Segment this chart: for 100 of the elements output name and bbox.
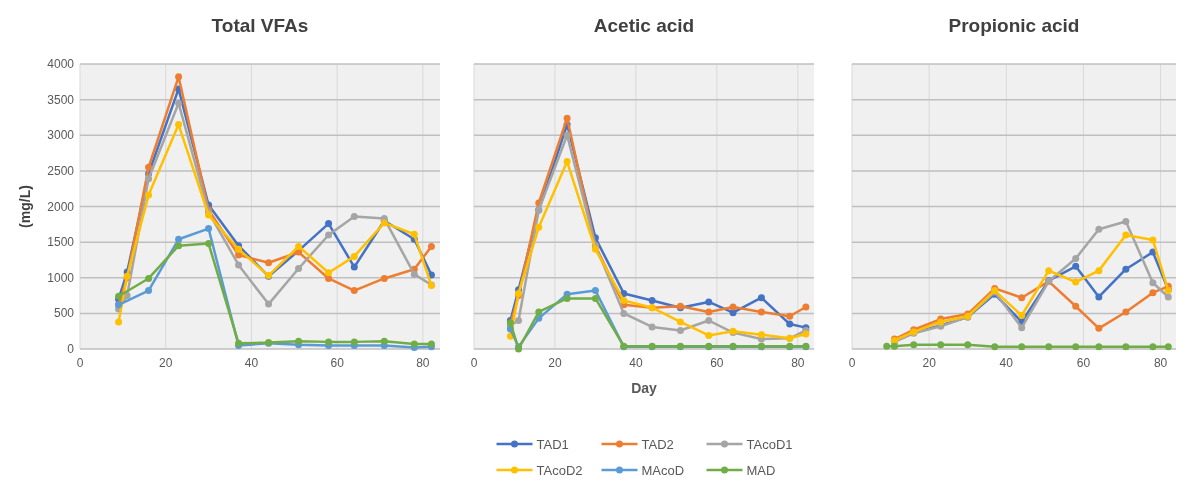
point: [295, 242, 303, 250]
point: [325, 274, 333, 282]
point: [1164, 343, 1172, 351]
point: [648, 323, 656, 331]
point: [1122, 308, 1130, 316]
x-tick-label: 20: [922, 356, 937, 370]
y-tick-label: 2500: [47, 163, 75, 178]
point: [380, 274, 388, 282]
point: [175, 73, 183, 81]
point: [145, 287, 153, 295]
x-tick-label: 40: [629, 356, 643, 370]
point: [1045, 267, 1053, 275]
x-tick-label: 60: [330, 356, 345, 370]
point: [175, 99, 183, 107]
point: [705, 298, 713, 306]
x-tick-label: 20: [159, 356, 173, 370]
point: [802, 303, 810, 311]
point: [350, 287, 358, 295]
point: [380, 337, 388, 345]
legend-label: TAcoD2: [536, 463, 583, 478]
point: [937, 341, 945, 349]
point: [145, 191, 153, 199]
point: [175, 242, 183, 250]
point: [563, 158, 571, 166]
point: [205, 240, 213, 248]
y-tick-label: 1500: [47, 235, 75, 250]
point: [350, 212, 358, 220]
point: [295, 337, 303, 345]
point: [757, 308, 765, 316]
y-axis-title: (mg/L): [17, 185, 33, 228]
x-tick-label: 80: [791, 356, 805, 370]
legend-label: TAcoD1: [746, 437, 793, 452]
point: [410, 230, 418, 238]
point: [1072, 278, 1080, 286]
point: [1018, 324, 1026, 332]
x-tick-label: 0: [470, 356, 478, 370]
y-tick-label: 500: [53, 306, 75, 321]
y-tick-label: 2000: [47, 199, 75, 214]
point: [757, 331, 765, 339]
point: [1149, 343, 1157, 351]
legend-label: MAcoD: [641, 463, 685, 478]
point: [1072, 255, 1080, 263]
chart-title: Total VFAs: [211, 15, 309, 36]
point: [1149, 289, 1157, 297]
legend-label: TAD1: [536, 437, 569, 452]
point: [535, 308, 543, 316]
x-tick-label: 80: [416, 356, 430, 370]
point: [145, 274, 153, 282]
x-tick-label: 40: [244, 356, 259, 370]
point: [1149, 236, 1157, 244]
point: [1045, 343, 1053, 351]
point: [325, 269, 333, 277]
point: [705, 308, 713, 316]
point: [265, 259, 273, 267]
point: [1122, 217, 1130, 225]
point: [1095, 267, 1103, 275]
point: [729, 303, 737, 311]
point: [1095, 324, 1103, 332]
y-tick-label: 3000: [47, 128, 75, 143]
point: [591, 294, 599, 302]
point: [620, 309, 628, 317]
point: [1122, 231, 1130, 239]
point: [295, 264, 303, 272]
point: [620, 297, 628, 305]
point: [175, 121, 183, 129]
point: [265, 300, 273, 308]
point: [515, 317, 523, 324]
point: [325, 220, 333, 228]
point: [1095, 225, 1103, 233]
point: [1018, 312, 1026, 320]
point: [890, 342, 898, 350]
y-tick-label: 3500: [47, 92, 75, 107]
point: [1095, 343, 1103, 351]
point: [676, 318, 684, 326]
point: [410, 270, 418, 278]
point: [591, 287, 599, 295]
legend-label: TAD2: [641, 437, 674, 452]
point: [786, 312, 794, 320]
point: [705, 317, 713, 324]
point: [563, 114, 571, 122]
point: [1018, 294, 1026, 302]
y-tick-label: 1000: [47, 270, 75, 285]
point: [175, 235, 183, 243]
point: [563, 294, 571, 302]
point: [1164, 293, 1172, 301]
point: [1072, 343, 1080, 351]
point: [535, 223, 543, 231]
point: [235, 261, 243, 269]
point: [883, 342, 891, 350]
y-tick-label: 4000: [47, 57, 75, 71]
point: [910, 341, 918, 349]
point: [427, 242, 435, 250]
point: [1122, 265, 1130, 273]
point: [1072, 302, 1080, 310]
point: [991, 343, 999, 351]
point: [1122, 343, 1130, 351]
chart-title: Acetic acid: [593, 15, 695, 36]
point: [205, 225, 213, 233]
point: [964, 341, 972, 349]
point: [410, 340, 418, 348]
